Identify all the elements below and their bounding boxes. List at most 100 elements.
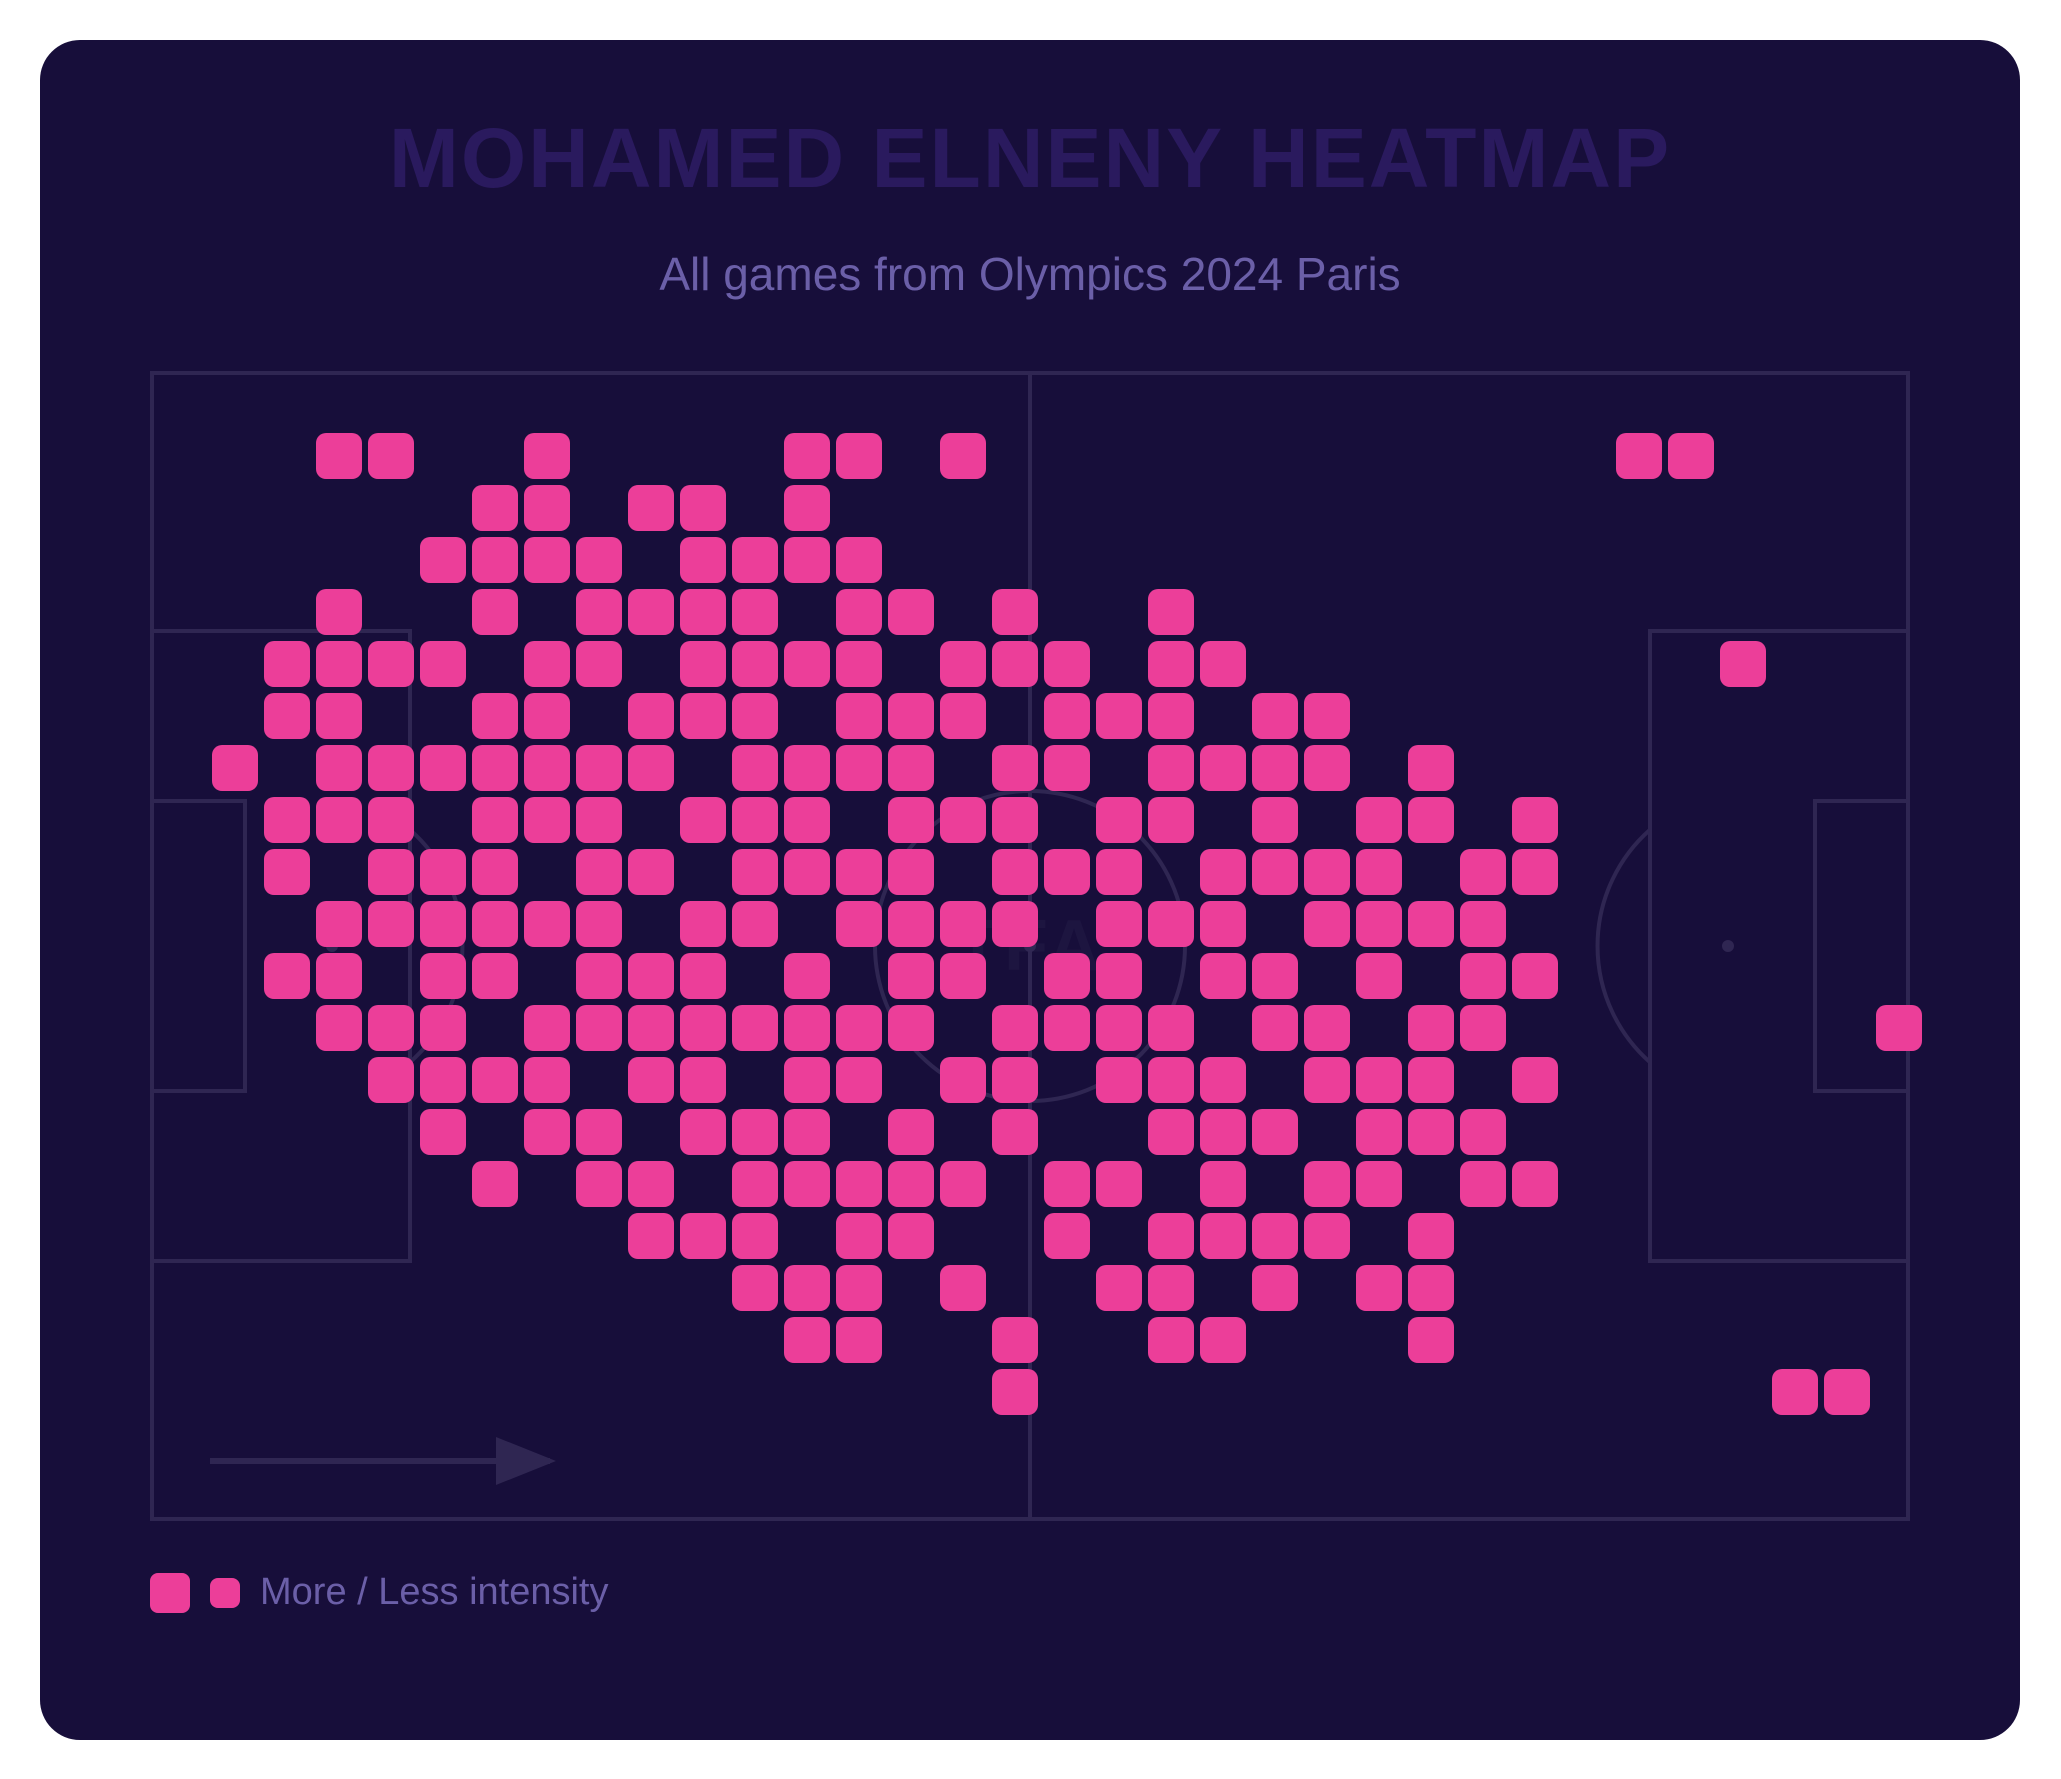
heatmap-cell xyxy=(940,901,986,947)
heatmap-cell xyxy=(680,693,726,739)
heatmap-cell xyxy=(1252,1265,1298,1311)
heatmap-cell xyxy=(316,953,362,999)
heatmap-cell xyxy=(1356,797,1402,843)
heatmap-cell xyxy=(1200,953,1246,999)
heatmap-cell xyxy=(1408,1317,1454,1363)
heatmap-cell xyxy=(1304,1057,1350,1103)
heatmap-cell xyxy=(1148,745,1194,791)
heatmap-cell xyxy=(1512,849,1558,895)
heatmap-cell xyxy=(888,1161,934,1207)
heatmap-cell xyxy=(1044,953,1090,999)
heatmap-cell xyxy=(316,693,362,739)
heatmap-cell xyxy=(1044,745,1090,791)
heatmap-cell xyxy=(888,693,934,739)
heatmap-cell xyxy=(628,485,674,531)
heatmap-cell xyxy=(472,485,518,531)
heatmap-cell xyxy=(1096,797,1142,843)
heatmap-cell xyxy=(784,1109,830,1155)
heatmap-cell xyxy=(992,589,1038,635)
heatmap-cell xyxy=(784,953,830,999)
heatmap-cell xyxy=(1148,1213,1194,1259)
legend-label: More / Less intensity xyxy=(260,1571,608,1614)
heatmap-cell xyxy=(576,797,622,843)
heatmap-cell xyxy=(836,1317,882,1363)
heatmap-cell xyxy=(1512,953,1558,999)
heatmap-cell xyxy=(1252,849,1298,895)
heatmap-cell xyxy=(316,641,362,687)
heatmap-cell xyxy=(940,693,986,739)
heatmap-cell xyxy=(1408,745,1454,791)
heatmap-cell xyxy=(1460,1109,1506,1155)
heatmap-cell xyxy=(732,693,778,739)
heatmap-card: MOHAMED ELNENY HEATMAP All games from Ol… xyxy=(40,40,2020,1740)
heatmap-cell xyxy=(524,797,570,843)
heatmap-cell xyxy=(576,1109,622,1155)
heatmap-cell xyxy=(680,901,726,947)
heatmap-cell xyxy=(524,537,570,583)
heatmap-cell xyxy=(1460,901,1506,947)
heatmap-cell xyxy=(784,641,830,687)
heatmap-cell xyxy=(264,953,310,999)
heatmap-cell xyxy=(732,797,778,843)
heatmap-cell xyxy=(784,485,830,531)
heatmap-cell xyxy=(264,849,310,895)
heatmap-cell xyxy=(992,797,1038,843)
heatmap-cell xyxy=(1148,901,1194,947)
heatmap-cell xyxy=(1200,1213,1246,1259)
heatmap-cell xyxy=(1200,1317,1246,1363)
heatmap-cell xyxy=(1356,901,1402,947)
heatmap-cell xyxy=(1460,849,1506,895)
heatmap-cell xyxy=(732,1213,778,1259)
heatmap-cell xyxy=(1148,1005,1194,1051)
heatmap-cell xyxy=(888,1005,934,1051)
heatmap-cell xyxy=(784,1005,830,1051)
heatmap-cell xyxy=(1356,1057,1402,1103)
heatmap-cell xyxy=(1200,641,1246,687)
heatmap-cell xyxy=(680,1213,726,1259)
heatmap-cell xyxy=(732,589,778,635)
heatmap-cell xyxy=(1096,1265,1142,1311)
heatmap-cell xyxy=(472,745,518,791)
heatmap-cell xyxy=(368,745,414,791)
heatmap-cell xyxy=(836,589,882,635)
heatmap-cell xyxy=(628,849,674,895)
heatmap-cell xyxy=(1772,1369,1818,1415)
heatmap-cell xyxy=(212,745,258,791)
heatmap-cell xyxy=(940,953,986,999)
heatmap-cell xyxy=(1096,953,1142,999)
heatmap-cell xyxy=(680,485,726,531)
heatmap-cell xyxy=(524,1109,570,1155)
heatmap-cell xyxy=(836,433,882,479)
heatmap-cell xyxy=(1096,1161,1142,1207)
heatmap-cell xyxy=(888,745,934,791)
heatmap-cell xyxy=(732,537,778,583)
heatmap-cell xyxy=(784,433,830,479)
heatmap-cell xyxy=(836,1005,882,1051)
heatmap-cell xyxy=(1252,797,1298,843)
heatmap-cell xyxy=(628,1161,674,1207)
heatmap-cell xyxy=(1304,901,1350,947)
heatmap-cell xyxy=(524,433,570,479)
heatmap-cell xyxy=(524,485,570,531)
heatmap-cell xyxy=(1356,953,1402,999)
heatmap-cell xyxy=(368,797,414,843)
heatmap-cell xyxy=(1044,693,1090,739)
heatmap-cell xyxy=(992,1369,1038,1415)
heatmap-cell xyxy=(992,901,1038,947)
heatmap-cell xyxy=(836,1161,882,1207)
heatmap-cell xyxy=(940,1161,986,1207)
heatmap-cell xyxy=(680,537,726,583)
heatmap-cell xyxy=(420,641,466,687)
heatmap-cell xyxy=(628,1213,674,1259)
heatmap-cell xyxy=(680,797,726,843)
heatmap-cell xyxy=(628,589,674,635)
heatmap-cell xyxy=(472,849,518,895)
heatmap-cell xyxy=(940,1265,986,1311)
heatmap-cell xyxy=(576,849,622,895)
heatmap-cell xyxy=(576,1161,622,1207)
heatmap-cell xyxy=(420,849,466,895)
heatmap-cell xyxy=(1304,693,1350,739)
heatmap-cell xyxy=(888,1109,934,1155)
heatmap-cell xyxy=(836,537,882,583)
heatmap-cell xyxy=(992,1317,1038,1363)
